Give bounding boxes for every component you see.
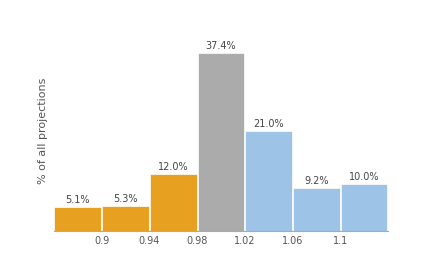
Bar (102, 206, 148, 231)
Bar (54, 207, 101, 231)
Bar (150, 174, 196, 231)
Text: 5.3%: 5.3% (113, 194, 137, 204)
Y-axis label: % of all projections: % of all projections (38, 78, 48, 185)
Text: 12.0%: 12.0% (157, 162, 188, 172)
Bar (197, 53, 244, 231)
Bar (245, 131, 291, 231)
Bar (292, 187, 339, 231)
Text: 5.1%: 5.1% (65, 195, 90, 205)
Bar (340, 184, 387, 231)
Text: 37.4%: 37.4% (205, 41, 236, 51)
Text: 9.2%: 9.2% (304, 176, 328, 186)
Text: 21.0%: 21.0% (253, 119, 283, 129)
Text: 10.0%: 10.0% (348, 172, 378, 182)
